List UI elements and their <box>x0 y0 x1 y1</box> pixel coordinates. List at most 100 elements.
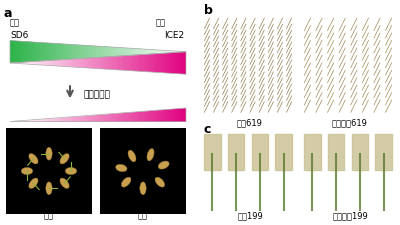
Polygon shape <box>123 48 124 63</box>
Polygon shape <box>36 42 38 63</box>
Polygon shape <box>54 43 56 63</box>
Polygon shape <box>147 94 149 135</box>
Polygon shape <box>142 49 144 63</box>
Polygon shape <box>31 42 33 63</box>
Polygon shape <box>86 94 88 135</box>
Polygon shape <box>98 94 100 135</box>
Polygon shape <box>12 45 14 90</box>
Polygon shape <box>17 45 19 90</box>
Ellipse shape <box>29 178 38 189</box>
Polygon shape <box>91 45 93 90</box>
Polygon shape <box>167 51 168 63</box>
Polygon shape <box>144 49 146 63</box>
Polygon shape <box>165 50 167 63</box>
Polygon shape <box>29 42 31 63</box>
Polygon shape <box>149 50 151 63</box>
Polygon shape <box>14 45 15 90</box>
Polygon shape <box>100 46 102 63</box>
Polygon shape <box>110 94 112 135</box>
Polygon shape <box>128 94 130 135</box>
Polygon shape <box>119 45 121 90</box>
Polygon shape <box>68 44 70 63</box>
Polygon shape <box>137 22 138 79</box>
Polygon shape <box>86 45 88 63</box>
Polygon shape <box>94 22 96 79</box>
Polygon shape <box>177 51 179 63</box>
Polygon shape <box>64 22 66 79</box>
Polygon shape <box>112 45 114 90</box>
Polygon shape <box>91 22 93 79</box>
Polygon shape <box>82 45 84 63</box>
Polygon shape <box>96 94 98 135</box>
Polygon shape <box>177 45 179 90</box>
Polygon shape <box>152 45 154 90</box>
Polygon shape <box>161 22 163 79</box>
Polygon shape <box>89 45 91 90</box>
Polygon shape <box>29 45 31 90</box>
Polygon shape <box>84 45 86 90</box>
Polygon shape <box>105 45 107 90</box>
Text: a: a <box>4 7 12 20</box>
Polygon shape <box>176 22 177 79</box>
Polygon shape <box>54 94 56 135</box>
Polygon shape <box>156 22 158 79</box>
Polygon shape <box>31 45 33 90</box>
Polygon shape <box>105 22 107 79</box>
Polygon shape <box>102 45 103 90</box>
Polygon shape <box>28 94 29 135</box>
Text: 室温: 室温 <box>10 18 20 27</box>
Polygon shape <box>66 94 68 135</box>
Polygon shape <box>77 45 79 90</box>
Polygon shape <box>54 22 56 79</box>
Polygon shape <box>170 94 172 135</box>
Polygon shape <box>88 22 89 79</box>
Text: SD6: SD6 <box>10 32 28 40</box>
Polygon shape <box>24 94 26 135</box>
Polygon shape <box>165 22 167 79</box>
Polygon shape <box>174 51 176 63</box>
Polygon shape <box>19 41 20 63</box>
Polygon shape <box>154 50 156 63</box>
Polygon shape <box>117 47 119 63</box>
Polygon shape <box>33 42 35 63</box>
Polygon shape <box>126 22 128 79</box>
Polygon shape <box>114 47 116 63</box>
Polygon shape <box>77 45 79 63</box>
Polygon shape <box>54 45 56 90</box>
Polygon shape <box>86 22 88 79</box>
Polygon shape <box>124 94 126 135</box>
Polygon shape <box>70 94 72 135</box>
Polygon shape <box>38 45 40 90</box>
Polygon shape <box>72 22 73 79</box>
Polygon shape <box>63 22 64 79</box>
Polygon shape <box>110 47 112 63</box>
Polygon shape <box>123 22 124 79</box>
Polygon shape <box>179 51 181 63</box>
Polygon shape <box>123 94 124 135</box>
Polygon shape <box>94 94 96 135</box>
Text: 改良天隆619: 改良天隆619 <box>332 118 368 127</box>
Polygon shape <box>151 94 152 135</box>
Polygon shape <box>98 46 100 63</box>
Polygon shape <box>45 45 47 90</box>
Ellipse shape <box>128 150 136 162</box>
Polygon shape <box>107 45 108 90</box>
Polygon shape <box>56 94 58 135</box>
Polygon shape <box>102 94 103 135</box>
Polygon shape <box>45 43 47 63</box>
Polygon shape <box>42 45 44 90</box>
Ellipse shape <box>158 161 169 169</box>
Polygon shape <box>158 50 160 63</box>
Polygon shape <box>61 22 63 79</box>
Polygon shape <box>77 22 79 79</box>
Polygon shape <box>14 22 15 79</box>
Polygon shape <box>144 94 146 135</box>
Polygon shape <box>182 45 184 90</box>
Polygon shape <box>58 22 59 79</box>
Polygon shape <box>179 94 181 135</box>
Polygon shape <box>66 45 68 90</box>
Polygon shape <box>108 94 110 135</box>
Polygon shape <box>168 51 170 63</box>
Polygon shape <box>108 47 110 63</box>
Polygon shape <box>133 22 135 79</box>
